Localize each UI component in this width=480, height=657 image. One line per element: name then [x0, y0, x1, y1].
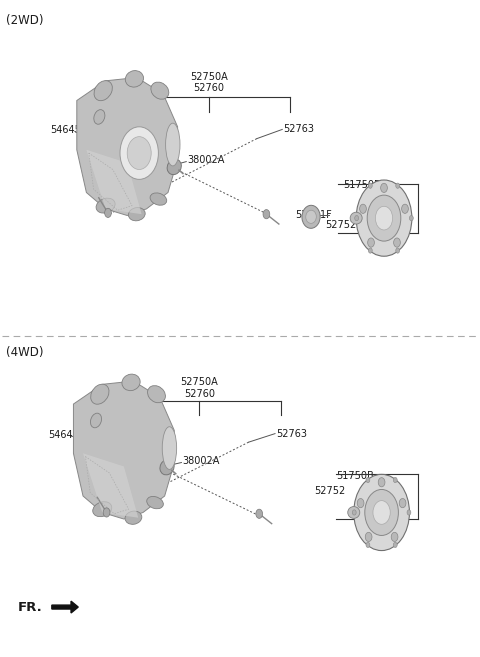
- Ellipse shape: [162, 427, 177, 469]
- Circle shape: [368, 238, 374, 247]
- Circle shape: [396, 248, 399, 253]
- Circle shape: [407, 510, 411, 515]
- Circle shape: [378, 478, 385, 487]
- Circle shape: [369, 183, 372, 189]
- Ellipse shape: [302, 205, 320, 229]
- Circle shape: [375, 206, 393, 230]
- Text: 52752: 52752: [314, 486, 346, 496]
- Text: 52760: 52760: [184, 388, 215, 399]
- Text: 52750A: 52750A: [190, 72, 228, 82]
- Ellipse shape: [348, 507, 360, 518]
- Ellipse shape: [350, 212, 362, 224]
- Circle shape: [360, 204, 366, 214]
- Circle shape: [103, 508, 110, 517]
- Ellipse shape: [90, 413, 102, 428]
- Ellipse shape: [93, 502, 112, 516]
- Circle shape: [120, 127, 158, 179]
- Text: 38002A: 38002A: [187, 155, 225, 166]
- Ellipse shape: [125, 511, 142, 524]
- Ellipse shape: [151, 82, 169, 99]
- Circle shape: [263, 210, 270, 219]
- Text: (4WD): (4WD): [6, 346, 43, 359]
- Circle shape: [352, 510, 356, 515]
- Circle shape: [381, 183, 387, 193]
- Ellipse shape: [150, 193, 167, 205]
- Ellipse shape: [122, 374, 140, 391]
- Polygon shape: [77, 78, 178, 215]
- Text: FR.: FR.: [18, 600, 43, 614]
- Circle shape: [365, 532, 372, 541]
- Text: 52760: 52760: [193, 83, 224, 93]
- Text: 52763: 52763: [283, 124, 314, 135]
- Ellipse shape: [96, 198, 115, 213]
- Polygon shape: [86, 150, 142, 214]
- Circle shape: [373, 501, 390, 524]
- Circle shape: [357, 499, 364, 508]
- Ellipse shape: [91, 384, 109, 404]
- Ellipse shape: [147, 497, 163, 509]
- Circle shape: [409, 215, 413, 221]
- Circle shape: [355, 215, 359, 221]
- Ellipse shape: [129, 208, 145, 221]
- Text: 52750A: 52750A: [180, 377, 218, 388]
- Text: 52751F: 52751F: [295, 210, 332, 220]
- Circle shape: [366, 542, 370, 547]
- Text: 52752: 52752: [325, 220, 357, 231]
- Circle shape: [256, 509, 263, 518]
- Text: 54645: 54645: [50, 125, 81, 135]
- Polygon shape: [83, 453, 138, 518]
- Circle shape: [105, 208, 111, 217]
- Text: 51750B: 51750B: [343, 180, 381, 191]
- Circle shape: [399, 499, 406, 508]
- Text: 51750B: 51750B: [336, 471, 374, 482]
- Ellipse shape: [147, 386, 166, 403]
- Circle shape: [402, 204, 408, 214]
- Text: 38002A: 38002A: [182, 456, 220, 466]
- Ellipse shape: [125, 70, 144, 87]
- FancyArrow shape: [52, 601, 78, 613]
- Text: 52763: 52763: [276, 428, 307, 439]
- Circle shape: [367, 195, 401, 241]
- Circle shape: [394, 238, 400, 247]
- Circle shape: [369, 248, 372, 253]
- Ellipse shape: [306, 210, 316, 223]
- Circle shape: [394, 542, 397, 547]
- Ellipse shape: [166, 124, 180, 166]
- Circle shape: [356, 180, 412, 256]
- Circle shape: [396, 183, 399, 189]
- Ellipse shape: [160, 459, 174, 475]
- Circle shape: [394, 478, 397, 483]
- Text: (2WD): (2WD): [6, 14, 43, 28]
- Polygon shape: [73, 381, 174, 519]
- Ellipse shape: [167, 159, 181, 175]
- Text: 54645: 54645: [48, 430, 79, 440]
- Ellipse shape: [94, 81, 112, 101]
- Circle shape: [354, 474, 409, 551]
- Circle shape: [127, 137, 151, 170]
- Circle shape: [366, 478, 370, 483]
- Circle shape: [365, 489, 398, 535]
- Ellipse shape: [94, 110, 105, 124]
- Circle shape: [391, 532, 398, 541]
